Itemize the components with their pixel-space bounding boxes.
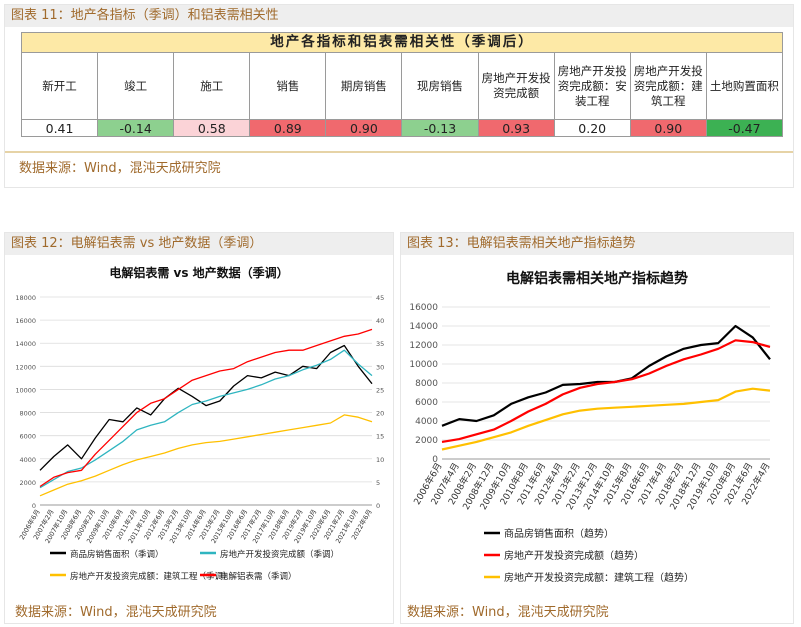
legend-label: 房地产开发投资完成额（季调） <box>220 549 339 560</box>
y-tick-label: 16000 <box>15 317 36 325</box>
correlation-value: -0.13 <box>401 119 479 137</box>
series-line <box>39 328 373 488</box>
column-header: 房地产开发投资完成额 <box>477 52 555 120</box>
series-line <box>39 349 373 489</box>
y-tick-label: 10000 <box>409 360 438 370</box>
y-tick-label: 14000 <box>15 340 36 348</box>
chart-title: 电解铝表需相关地产指标趋势 <box>506 270 688 287</box>
y2-tick-label: 40 <box>376 317 384 325</box>
column-header: 期房销售 <box>325 52 403 120</box>
figure-13-title: 图表 13：电解铝表需相关地产指标趋势 <box>401 233 793 255</box>
figure-13-source: 数据来源：Wind，混沌天成研究院 <box>407 605 609 620</box>
column-header: 竣工 <box>97 52 175 120</box>
figure-12-title: 图表 12：电解铝表需 vs 地产数据（季调） <box>5 233 393 255</box>
y-tick-label: 6000 <box>415 398 438 408</box>
y2-tick-label: 0 <box>376 502 380 510</box>
legend-label: 房地产开发投资完成额（趋势） <box>504 549 644 562</box>
legend-label: 电解铝表需（季调） <box>220 571 297 582</box>
legend-label: 商品房销售面积（趋势） <box>504 527 614 540</box>
column-header: 房地产开发投资完成额：安装工程 <box>553 52 631 120</box>
divider <box>5 151 793 153</box>
correlation-value: 0.58 <box>173 119 251 137</box>
y2-tick-label: 5 <box>376 479 380 487</box>
y-tick-label: 6000 <box>19 433 36 441</box>
correlation-table: 地产各指标和铝表需相关性（季调后） 新开工 竣工 施工 销售 期房销售 现房销售 房地产开发… <box>20 32 784 137</box>
column-header: 新开工 <box>20 52 99 120</box>
correlation-value: 0.90 <box>629 119 707 137</box>
y-tick-label: 14000 <box>409 322 438 332</box>
correlation-value: 0.90 <box>325 119 403 137</box>
y-tick-label: 8000 <box>415 379 438 389</box>
correlation-value: 0.41 <box>20 119 99 137</box>
y-tick-label: 4000 <box>19 456 36 464</box>
series-line <box>441 324 771 427</box>
series-line <box>39 344 373 471</box>
figure-11-panel: 图表 11：地产各指标（季调）和铝表需相关性 地产各指标和铝表需相关性（季调后）… <box>4 4 794 188</box>
figure-11-source: 数据来源：Wind，混沌天成研究院 <box>19 161 221 176</box>
y2-tick-label: 35 <box>376 340 384 348</box>
figure-11-title: 图表 11：地产各指标（季调）和铝表需相关性 <box>5 5 793 27</box>
figure-12-panel: 图表 12：电解铝表需 vs 地产数据（季调） 电解铝表需 vs 地产数据（季调… <box>4 232 394 624</box>
y-tick-label: 4000 <box>415 417 438 427</box>
y-tick-label: 2000 <box>415 436 438 446</box>
column-header: 房地产开发投资完成额：建筑工程 <box>629 52 707 120</box>
column-header: 销售 <box>249 52 327 120</box>
chart-12: 电解铝表需 vs 地产数据（季调） 0 2000 4000 6000 8000 10000 1… <box>15 265 384 582</box>
figure-13-panel: 图表 13：电解铝表需相关地产指标趋势 电解铝表需相关地产指标趋势 0 2000 40… <box>400 232 794 624</box>
column-header: 施工 <box>173 52 251 120</box>
y-tick-label: 12000 <box>409 341 438 351</box>
chart-title: 电解铝表需 vs 地产数据（季调） <box>109 265 288 280</box>
correlation-value: 0.93 <box>477 119 555 137</box>
legend-label: 房地产开发投资完成额：建筑工程（季调） <box>70 571 232 582</box>
y2-tick-label: 15 <box>376 433 384 441</box>
y-tick-label: 12000 <box>15 363 36 371</box>
y-tick-label: 16000 <box>409 303 438 313</box>
correlation-value: 0.20 <box>553 119 631 137</box>
table-title: 地产各指标和铝表需相关性（季调后） <box>21 32 783 53</box>
series-line <box>39 414 373 497</box>
legend-label: 房地产开发投资完成额：建筑工程（趋势） <box>504 571 694 584</box>
figure-12-source: 数据来源：Wind，混沌天成研究院 <box>15 605 217 620</box>
series-line <box>441 339 771 443</box>
y-tick-label: 10000 <box>15 386 36 394</box>
y-tick-label: 18000 <box>15 294 36 302</box>
y-tick-label: 0 <box>32 502 36 510</box>
y-tick-label: 0 <box>432 455 438 465</box>
y2-tick-label: 45 <box>376 294 384 302</box>
y-tick-label: 8000 <box>19 410 36 418</box>
y-tick-label: 2000 <box>19 479 36 487</box>
chart-13: 电解铝表需相关地产指标趋势 0 2000 4000 6000 8000 10000 12000… <box>409 270 772 584</box>
correlation-value: 0.89 <box>249 119 327 137</box>
y2-tick-label: 30 <box>376 363 384 371</box>
correlation-value: -0.14 <box>97 119 175 137</box>
legend-label: 商品房销售面积（季调） <box>70 549 164 560</box>
y2-tick-label: 20 <box>376 410 384 418</box>
column-header: 土地购置面积 <box>705 52 784 120</box>
correlation-value: -0.47 <box>705 119 784 137</box>
y2-tick-label: 10 <box>376 456 384 464</box>
column-header: 现房销售 <box>401 52 479 120</box>
y2-tick-label: 25 <box>376 386 384 394</box>
series-line <box>441 387 771 451</box>
